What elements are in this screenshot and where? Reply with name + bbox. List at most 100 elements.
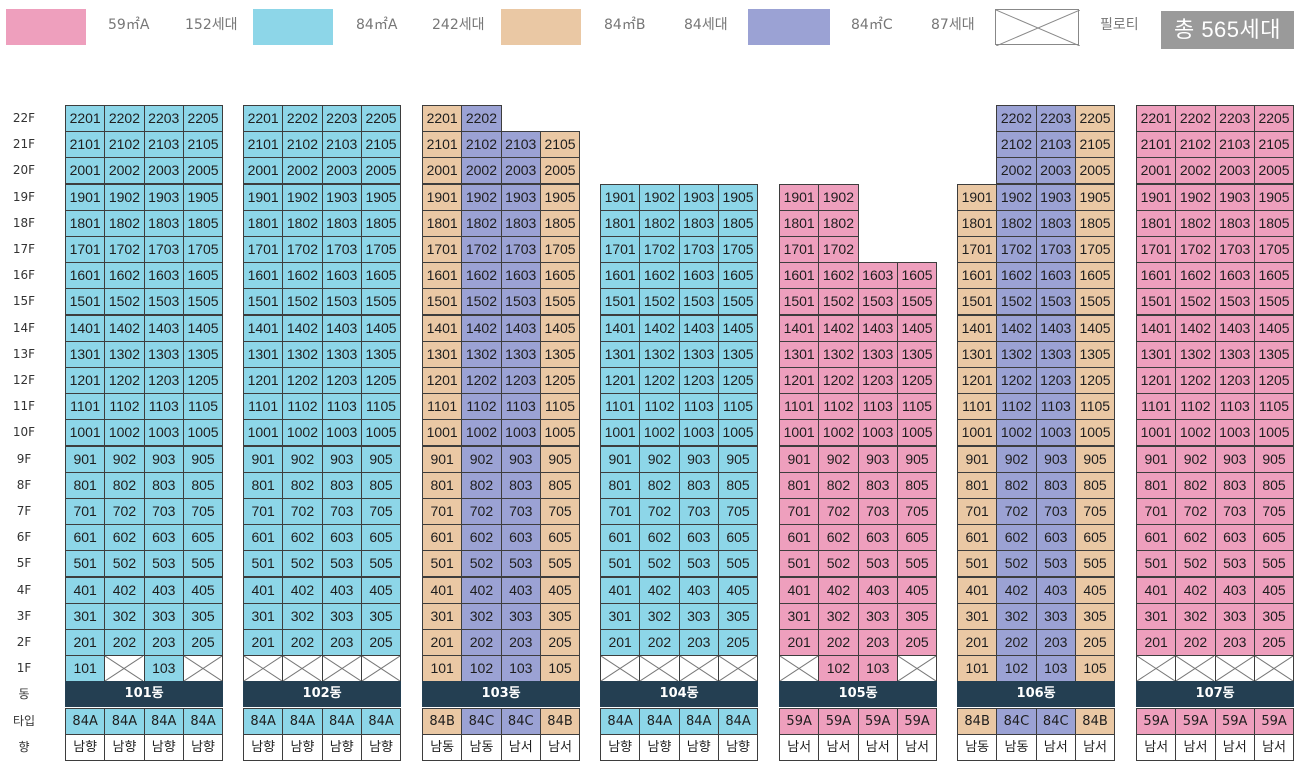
unit-cell: 1005	[360, 419, 402, 447]
unit-cell: 902	[1175, 445, 1216, 473]
building-label-bar: 104동	[600, 681, 759, 708]
unit-cell: 1403	[1035, 314, 1076, 342]
unit-cell: 1405	[360, 314, 402, 342]
unit-cell: 603	[321, 524, 362, 552]
unit-cell: 1805	[360, 209, 402, 237]
unit-cell: 1901	[1136, 183, 1177, 211]
unit-cell: 1701	[957, 236, 998, 263]
unit-cell: 1101	[422, 393, 463, 421]
unit-cell: 405	[182, 576, 224, 604]
unit-cell: 1603	[678, 262, 719, 290]
unit-cell: 1502	[818, 288, 859, 316]
unit-cell: 1702	[639, 236, 680, 263]
unit-cell: 505	[1253, 550, 1295, 578]
unit-cell: 703	[143, 498, 184, 525]
unit-cell: 1205	[1074, 367, 1116, 394]
unit-cell: 1703	[143, 236, 184, 263]
floor-label: 8F	[16, 477, 32, 492]
unit-cell: 1801	[422, 209, 463, 237]
unit-cell: 805	[1253, 471, 1295, 499]
unit-cell: 1205	[896, 367, 938, 394]
unit-cell: 605	[1253, 524, 1295, 552]
unit-cell: 1305	[896, 340, 938, 368]
unit-cell: 601	[779, 524, 820, 552]
unit-type-cell: 59A	[818, 707, 859, 735]
unit-cell: 901	[957, 445, 998, 473]
unit-cell: 1702	[996, 236, 1037, 263]
floor-label: 2F	[16, 635, 32, 649]
orientation-cell: 남향	[104, 733, 145, 761]
unit-cell: 1403	[321, 314, 362, 342]
unit-cell: 503	[857, 550, 898, 578]
unit-cell: 705	[896, 498, 938, 525]
unit-cell: 1302	[1175, 340, 1216, 368]
unit-cell: 1601	[600, 262, 641, 290]
unit-cell: 2101	[65, 131, 106, 159]
orientation-cell: 남향	[717, 733, 759, 761]
legend-pilotis-label: 필로티	[1100, 17, 1139, 33]
unit-cell: 201	[600, 629, 641, 656]
unit-cell: 602	[639, 524, 680, 552]
unit-cell: 701	[779, 498, 820, 525]
unit-cell: 301	[422, 602, 463, 630]
unit-cell: 1001	[600, 419, 641, 447]
unit-cell: 2202	[1175, 105, 1216, 132]
unit-cell: 2201	[422, 105, 463, 132]
unit-cell: 303	[1214, 602, 1255, 630]
unit-cell: 601	[65, 524, 106, 552]
unit-cell: 903	[321, 445, 362, 473]
orientation-cell: 남서	[1074, 733, 1116, 761]
unit-cell: 1903	[678, 183, 719, 211]
unit-cell: 2003	[321, 157, 362, 185]
unit-cell: 603	[857, 524, 898, 552]
unit-cell: 1705	[1074, 236, 1116, 263]
unit-cell: 403	[500, 576, 541, 604]
orientation-cell: 남서	[818, 733, 859, 761]
unit-cell: 2203	[321, 105, 362, 132]
unit-cell: 1202	[639, 367, 680, 394]
unit-cell: 203	[1214, 629, 1255, 656]
unit-cell: 1602	[104, 262, 145, 290]
unit-cell: 1701	[65, 236, 106, 263]
unit-cell: 401	[1136, 576, 1177, 604]
orientation-cell: 남서	[1253, 733, 1295, 761]
unit-cell: 1403	[500, 314, 541, 342]
unit-cell: 2101	[243, 131, 284, 159]
unit-cell: 505	[896, 550, 938, 578]
unit-cell: 1101	[1136, 393, 1177, 421]
unit-cell: 1901	[422, 183, 463, 211]
unit-cell: 205	[539, 629, 581, 656]
unit-cell: 203	[321, 629, 362, 656]
unit-cell: 1801	[65, 209, 106, 237]
unit-cell: 1701	[779, 236, 820, 263]
unit-type-cell: 59A	[857, 707, 898, 735]
unit-cell: 305	[539, 602, 581, 630]
unit-type-cell: 84A	[321, 707, 362, 735]
unit-type-cell: 84A	[639, 707, 680, 735]
unit-cell: 1005	[717, 419, 759, 447]
unit-cell: 1802	[104, 209, 145, 237]
unit-cell: 1705	[1253, 236, 1295, 263]
unit-cell: 1402	[461, 314, 502, 342]
unit-cell: 1503	[500, 288, 541, 316]
unit-cell: 405	[360, 576, 402, 604]
unit-cell: 703	[678, 498, 719, 525]
unit-cell: 301	[779, 602, 820, 630]
unit-cell: 1202	[104, 367, 145, 394]
unit-cell: 1002	[461, 419, 502, 447]
orientation-cell: 남향	[678, 733, 719, 761]
unit-cell: 305	[717, 602, 759, 630]
row-label-orientation: 향	[18, 739, 30, 754]
unit-cell: 605	[896, 524, 938, 552]
pilotis-cross-icon	[718, 656, 757, 682]
unit-type-cell: 84A	[600, 707, 641, 735]
unit-cell: 301	[957, 602, 998, 630]
pilotis-cell	[896, 655, 938, 683]
unit-cell: 205	[1253, 629, 1295, 656]
unit-cell: 2003	[500, 157, 541, 185]
unit-cell: 1305	[539, 340, 581, 368]
unit-cell: 1501	[243, 288, 284, 316]
unit-cell: 102	[996, 655, 1037, 683]
unit-cell: 1303	[321, 340, 362, 368]
unit-cell: 1901	[243, 183, 284, 211]
